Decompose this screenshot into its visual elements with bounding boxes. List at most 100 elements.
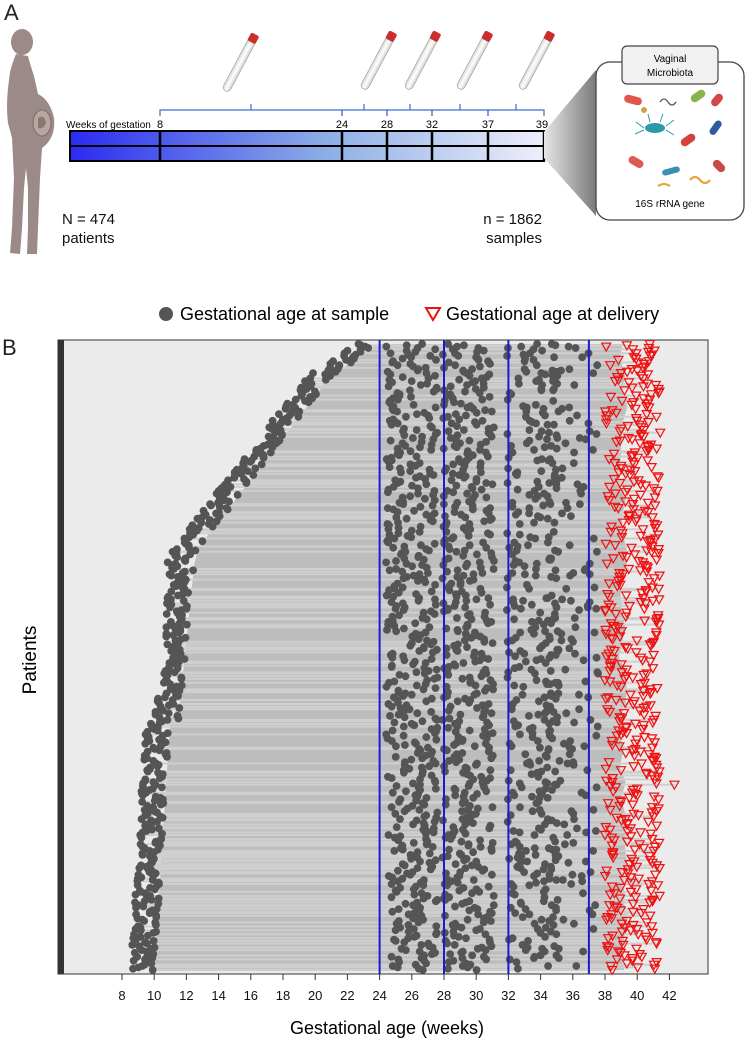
sample-point: [537, 915, 546, 924]
sample-point: [426, 352, 435, 360]
sample-point: [481, 930, 490, 939]
delivery-point: [668, 780, 680, 791]
sample-point: [551, 856, 560, 865]
sample-point: [472, 420, 481, 429]
sample-point: [524, 541, 532, 550]
sample-point: [588, 910, 597, 919]
delivery-point: [630, 893, 642, 903]
sample-point: [478, 569, 487, 577]
sample-point: [129, 956, 138, 965]
sample-point: [487, 432, 496, 441]
sample-point: [392, 565, 400, 573]
sample-point: [521, 750, 530, 759]
delivery-point: [642, 508, 654, 518]
delivery-point: [646, 350, 658, 361]
sample-point: [509, 882, 518, 891]
sample-point: [480, 637, 489, 646]
delivery-point: [628, 751, 641, 762]
delivery-point: [651, 555, 663, 566]
delivery-point: [623, 793, 635, 804]
delivery-point: [652, 881, 664, 892]
sample-point: [449, 488, 458, 497]
sample-point: [545, 719, 554, 728]
sample-point: [511, 909, 520, 917]
delivery-point: [646, 755, 658, 766]
sample-point: [472, 408, 481, 417]
delivery-point: [653, 571, 666, 582]
sample-point: [552, 574, 561, 583]
sample-point: [428, 501, 437, 510]
sample-point: [570, 919, 578, 928]
sample-point: [521, 570, 529, 579]
delivery-point: [631, 791, 643, 802]
sample-point: [479, 346, 488, 355]
sample-point: [555, 757, 564, 765]
sample-point: [189, 566, 198, 575]
sample-point: [387, 663, 396, 671]
sample-point: [537, 809, 546, 818]
sample-point: [409, 914, 417, 923]
delivery-point: [647, 897, 659, 907]
sample-point: [413, 709, 422, 718]
delivery-point: [651, 444, 663, 455]
sample-point: [543, 763, 552, 772]
sample-point: [147, 896, 156, 904]
sample-point: [160, 678, 168, 687]
sample-point: [565, 644, 574, 653]
sample-point: [460, 856, 468, 865]
sample-point: [554, 681, 563, 690]
sample-point: [510, 681, 519, 690]
sample-point: [444, 958, 453, 966]
sample-point: [452, 758, 461, 767]
delivery-point: [642, 498, 654, 509]
delivery-point: [623, 564, 635, 575]
sample-point: [563, 831, 572, 839]
sample-point: [407, 353, 416, 362]
delivery-point: [621, 485, 634, 496]
sample-point: [462, 596, 471, 605]
sample-point: [565, 403, 574, 412]
sample-point: [526, 761, 535, 769]
sample-point: [511, 722, 520, 731]
delivery-point: [649, 493, 661, 504]
delivery-point: [635, 371, 647, 382]
delivery-point: [608, 889, 620, 899]
sample-point: [259, 453, 268, 462]
delivery-point: [615, 766, 627, 776]
sample-point: [581, 791, 590, 800]
sample-point: [400, 431, 409, 440]
timeline-week-32: 32: [426, 119, 438, 131]
sample-point: [546, 667, 555, 675]
sample-point: [431, 784, 440, 793]
sample-point: [481, 946, 490, 954]
sample-point: [144, 767, 152, 776]
sample-point: [430, 674, 439, 683]
delivery-point: [619, 698, 631, 709]
sample-point: [482, 543, 491, 552]
sample-point: [467, 615, 476, 624]
sample-point: [469, 876, 478, 884]
delivery-point: [646, 922, 658, 933]
delivery-point: [646, 858, 659, 869]
delivery-point: [614, 801, 626, 812]
sample-point: [407, 526, 416, 535]
sample-point: [541, 627, 549, 636]
sample-point: [163, 753, 171, 761]
delivery-point: [621, 367, 633, 378]
sample-point: [516, 730, 524, 739]
sample-point: [414, 489, 422, 498]
delivery-point: [613, 742, 625, 753]
sample-point: [517, 783, 526, 792]
sample-point: [422, 615, 431, 624]
sample-point: [387, 893, 396, 902]
sample-point: [510, 890, 519, 899]
plot-left-edge: [58, 340, 64, 974]
delivery-point: [627, 699, 639, 710]
sample-point: [425, 414, 434, 422]
sample-point: [457, 837, 466, 846]
sample-point: [138, 851, 147, 859]
microbiota-gene-label: 16S rRNA gene: [635, 199, 705, 210]
delivery-point: [621, 959, 633, 970]
sample-point: [388, 907, 397, 916]
sample-point: [565, 750, 574, 759]
